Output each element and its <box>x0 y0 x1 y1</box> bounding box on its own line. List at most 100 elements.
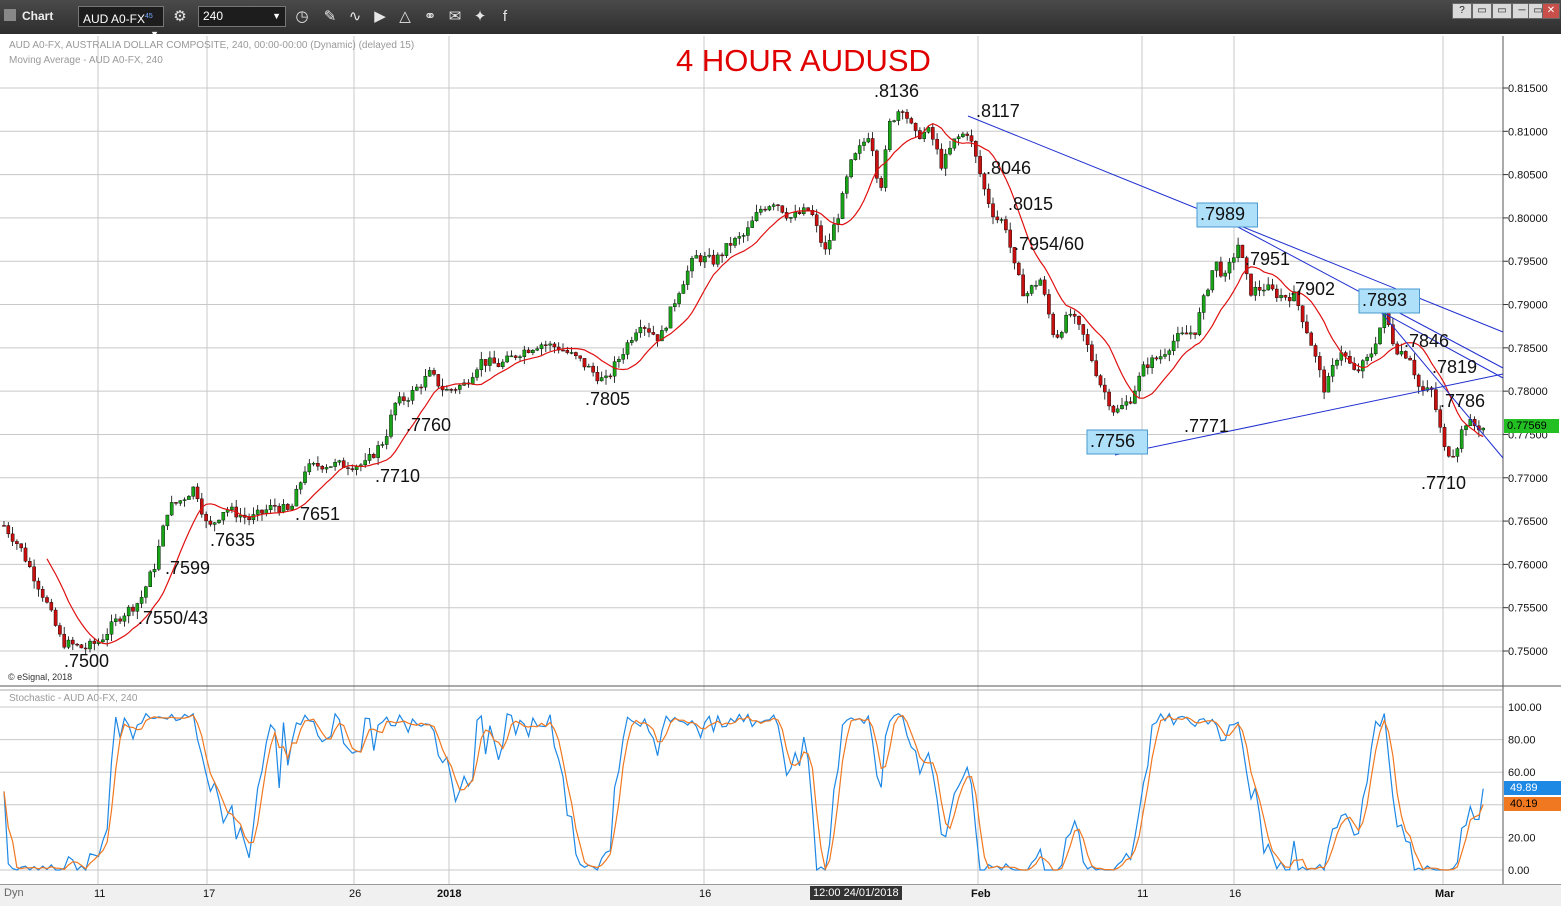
candle-body <box>1240 244 1245 258</box>
candle-body <box>40 589 45 598</box>
candle-body <box>15 541 19 544</box>
candle-body <box>883 149 888 188</box>
chart-line-icon[interactable]: ∿ <box>348 8 362 25</box>
interval-text: 240 <box>203 9 224 23</box>
twitter-icon[interactable]: ✦ <box>473 8 487 25</box>
candle-body <box>1004 219 1008 231</box>
candle-body <box>625 342 630 355</box>
link-icon[interactable]: ⚭ <box>423 8 437 25</box>
candle-body <box>1249 273 1253 296</box>
candle-body <box>956 136 961 139</box>
candle-body <box>733 238 737 246</box>
candle-body <box>638 327 643 334</box>
annotation-label: .8046 <box>986 158 1031 178</box>
candle-body <box>230 506 234 511</box>
candle-body <box>10 533 15 542</box>
candle-body <box>578 355 582 359</box>
settings-icon[interactable]: ⚙ <box>173 8 187 25</box>
candle-body <box>1111 405 1116 413</box>
candle-body <box>105 634 109 641</box>
candle-body <box>53 609 58 626</box>
candle-body <box>49 602 54 611</box>
candle-body <box>952 138 957 149</box>
candle-body <box>1421 386 1425 391</box>
candle-body <box>582 358 587 368</box>
candle-body <box>685 270 690 285</box>
candle-body <box>845 176 849 194</box>
price-chart[interactable]: .8136.8117.8046.8015.7954/60.7989.7951.7… <box>0 0 1561 884</box>
study-info-line1: AUD A0-FX, AUSTRALIA DOLLAR COMPOSITE, 2… <box>9 40 415 51</box>
symbol-input[interactable]: AUD A0-FX45 ▼ <box>78 6 164 39</box>
candle-body <box>1292 291 1296 302</box>
candle-body <box>109 621 114 635</box>
moving-average-line <box>46 122 1484 645</box>
candle-body <box>827 240 832 250</box>
annotation-label: .7893 <box>1362 290 1407 310</box>
candle-body <box>1098 375 1103 386</box>
candle-body <box>1416 374 1421 387</box>
candle-body <box>1090 344 1094 361</box>
candle-body <box>367 454 372 461</box>
price-tick-label: 0.78500 <box>1508 343 1548 355</box>
candle-body <box>599 377 604 382</box>
candle-body <box>780 205 785 213</box>
candle-body <box>1438 409 1442 428</box>
candle-body <box>1223 272 1227 277</box>
candle-body <box>849 159 853 178</box>
trend-line <box>1379 310 1504 379</box>
chat-icon[interactable]: ✉ <box>448 8 462 25</box>
candle-body <box>857 145 862 154</box>
alert-icon[interactable]: △ <box>399 8 411 25</box>
candle-body <box>978 156 982 174</box>
candle-body <box>45 597 49 603</box>
price-tick-label: 0.75000 <box>1508 646 1548 658</box>
facebook-icon[interactable]: f <box>502 8 508 25</box>
candle-body <box>1365 356 1369 361</box>
candle-body <box>664 327 668 331</box>
help-button[interactable]: ? <box>1452 3 1472 19</box>
candle-body <box>350 468 355 470</box>
candle-body <box>879 178 883 188</box>
candle-body <box>118 618 122 622</box>
candle-body <box>247 517 251 521</box>
candle-body <box>1274 288 1279 298</box>
annotation-label: .7786 <box>1440 391 1485 411</box>
candle-body <box>427 370 432 377</box>
tile-button[interactable]: ▭ <box>1492 3 1512 19</box>
clock-icon[interactable]: ◷ <box>295 8 309 25</box>
annotation-label: .7635 <box>210 530 255 550</box>
play-icon[interactable]: ▶ <box>374 8 386 25</box>
close-button[interactable]: ✕ <box>1542 3 1560 19</box>
copyright: © eSignal, 2018 <box>8 672 73 682</box>
chart-background <box>0 34 1561 884</box>
candle-body <box>1395 343 1399 355</box>
candle-body <box>436 374 441 387</box>
interval-select[interactable]: 240 ▼ <box>198 6 286 27</box>
chart-title: 4 HOUR AUDUSD <box>676 43 931 78</box>
candle-body <box>617 359 621 362</box>
candle-body <box>432 370 436 375</box>
candle-body <box>329 466 333 468</box>
candle-body <box>1042 279 1047 295</box>
x-label: 11 <box>94 888 106 900</box>
candle-body <box>268 505 273 510</box>
draw-pen-icon[interactable]: ✎ <box>323 8 337 25</box>
candle-body <box>36 580 41 590</box>
annotation-label: .7710 <box>1421 473 1466 493</box>
time-axis[interactable] <box>0 884 1561 906</box>
stochastic-tick-label: 0.00 <box>1508 865 1529 877</box>
dyn-corner[interactable]: Dyn <box>4 887 24 899</box>
candle-body <box>526 349 531 353</box>
candles <box>2 108 1485 654</box>
candle-body <box>1335 360 1339 366</box>
chevron-down-icon[interactable]: ▼ <box>272 11 281 21</box>
candle-body <box>905 111 909 119</box>
candle-body <box>621 354 625 360</box>
candle-body <box>677 293 681 304</box>
candle-body <box>410 390 415 401</box>
candle-body <box>277 505 282 513</box>
candle-body <box>522 349 527 357</box>
restore-button[interactable]: ▭ <box>1472 3 1492 19</box>
candle-body <box>1236 244 1240 258</box>
candle-body <box>1188 332 1193 335</box>
